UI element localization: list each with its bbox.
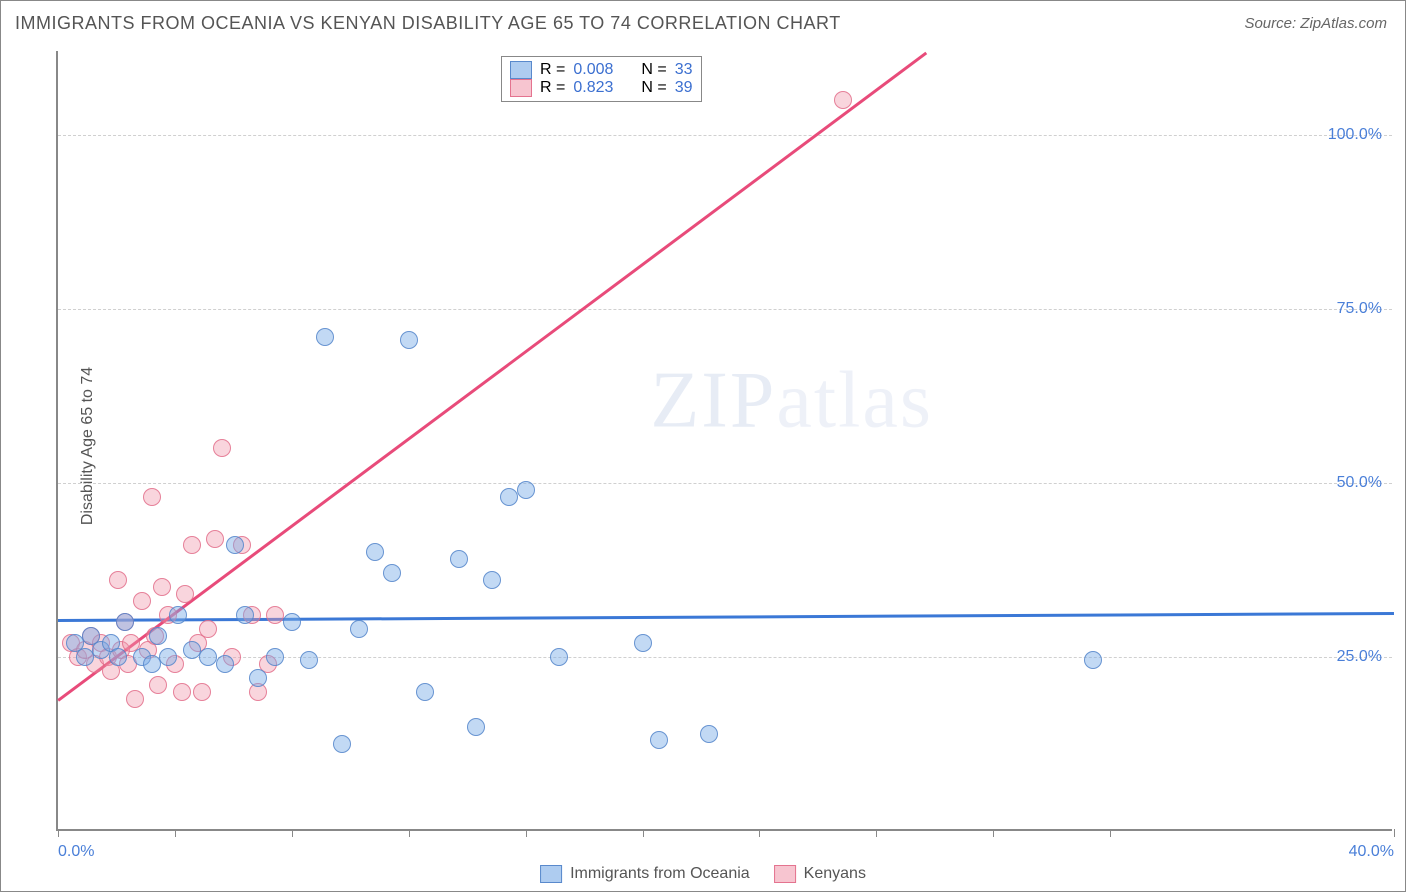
data-point: [193, 683, 211, 701]
data-point: [634, 634, 652, 652]
data-point: [183, 641, 201, 659]
data-point: [149, 676, 167, 694]
x-tick: [993, 829, 994, 837]
data-point: [517, 481, 535, 499]
data-point: [206, 530, 224, 548]
watermark: ZIPatlas: [650, 356, 933, 447]
x-tick: [876, 829, 877, 837]
data-point: [550, 648, 568, 666]
data-point: [467, 718, 485, 736]
legend-row: R = 0.008 N = 33: [510, 61, 693, 79]
y-tick-label: 25.0%: [1337, 648, 1382, 666]
data-point: [133, 592, 151, 610]
data-point: [416, 683, 434, 701]
legend-swatch: [540, 865, 562, 883]
y-tick-label: 50.0%: [1337, 474, 1382, 492]
data-point: [383, 564, 401, 582]
plot-area: ZIPatlas 25.0%50.0%75.0%100.0%0.0%40.0%: [56, 51, 1392, 831]
data-point: [109, 571, 127, 589]
x-tick: [175, 829, 176, 837]
legend-swatch: [510, 61, 532, 79]
n-value: 33: [675, 61, 693, 79]
data-point: [149, 627, 167, 645]
x-tick: [58, 829, 59, 837]
data-point: [483, 571, 501, 589]
data-point: [109, 648, 127, 666]
data-point: [249, 669, 267, 687]
data-point: [236, 606, 254, 624]
data-point: [450, 550, 468, 568]
r-label: R =: [540, 79, 565, 97]
source-attribution: Source: ZipAtlas.com: [1244, 15, 1387, 32]
data-point: [143, 488, 161, 506]
x-tick: [526, 829, 527, 837]
data-point: [76, 648, 94, 666]
n-label: N =: [641, 79, 666, 97]
data-point: [226, 536, 244, 554]
data-point: [350, 620, 368, 638]
series-legend: Immigrants from Oceania Kenyans: [540, 865, 866, 883]
data-point: [169, 606, 187, 624]
gridline-h: [58, 483, 1392, 484]
legend-label: Immigrants from Oceania: [570, 865, 750, 883]
y-tick-label: 100.0%: [1328, 126, 1382, 144]
data-point: [300, 651, 318, 669]
chart-title: IMMIGRANTS FROM OCEANIA VS KENYAN DISABI…: [15, 13, 841, 34]
y-tick-label: 75.0%: [1337, 300, 1382, 318]
data-point: [333, 735, 351, 753]
data-point: [400, 331, 418, 349]
data-point: [834, 91, 852, 109]
r-label: R =: [540, 61, 565, 79]
x-tick: [292, 829, 293, 837]
legend-swatch: [510, 79, 532, 97]
x-tick: [759, 829, 760, 837]
watermark-atlas: atlas: [776, 357, 933, 445]
data-point: [159, 648, 177, 666]
trend-line: [57, 51, 927, 701]
x-tick-label: 40.0%: [1349, 843, 1394, 861]
x-tick: [643, 829, 644, 837]
x-tick: [409, 829, 410, 837]
watermark-zip: ZIP: [650, 357, 776, 445]
gridline-h: [58, 657, 1392, 658]
r-value: 0.008: [573, 61, 613, 79]
data-point: [183, 536, 201, 554]
data-point: [126, 690, 144, 708]
data-point: [283, 613, 301, 631]
x-tick: [1110, 829, 1111, 837]
data-point: [1084, 651, 1102, 669]
gridline-h: [58, 135, 1392, 136]
gridline-h: [58, 309, 1392, 310]
data-point: [266, 648, 284, 666]
data-point: [173, 683, 191, 701]
data-point: [199, 620, 217, 638]
data-point: [266, 606, 284, 624]
data-point: [143, 655, 161, 673]
chart-container: IMMIGRANTS FROM OCEANIA VS KENYAN DISABI…: [0, 0, 1406, 892]
data-point: [500, 488, 518, 506]
x-tick: [1394, 829, 1395, 837]
x-tick-label: 0.0%: [58, 843, 94, 861]
legend-row: R = 0.823 N = 39: [510, 79, 693, 97]
data-point: [366, 543, 384, 561]
data-point: [700, 725, 718, 743]
data-point: [176, 585, 194, 603]
data-point: [316, 328, 334, 346]
legend-swatch: [774, 865, 796, 883]
legend-item: Immigrants from Oceania: [540, 865, 750, 883]
data-point: [650, 731, 668, 749]
n-value: 39: [675, 79, 693, 97]
correlation-legend: R = 0.008 N = 33 R = 0.823 N = 39: [501, 56, 702, 102]
data-point: [116, 613, 134, 631]
legend-item: Kenyans: [774, 865, 866, 883]
data-point: [213, 439, 231, 457]
data-point: [199, 648, 217, 666]
r-value: 0.823: [573, 79, 613, 97]
n-label: N =: [641, 61, 666, 79]
legend-label: Kenyans: [804, 865, 866, 883]
data-point: [216, 655, 234, 673]
data-point: [153, 578, 171, 596]
